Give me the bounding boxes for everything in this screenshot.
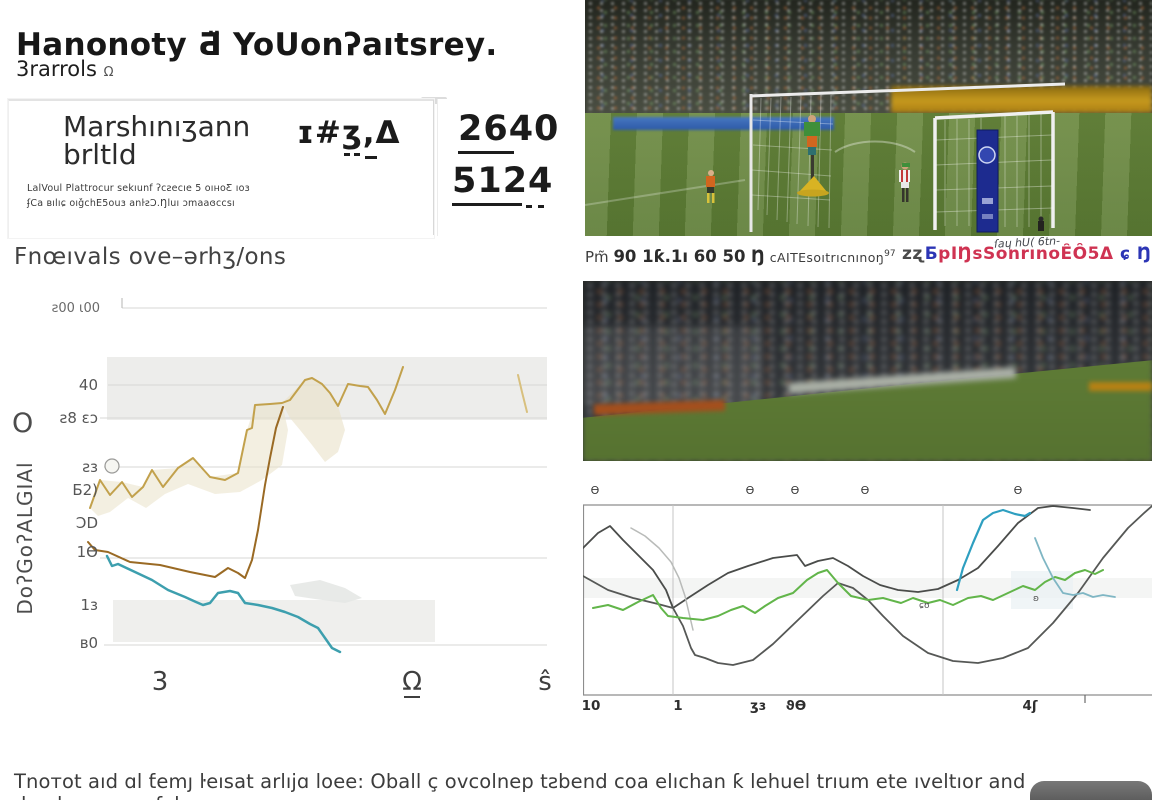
section-title: Fnœıvals ove–ərhʒ/ons	[14, 244, 287, 270]
svg-text:1ɜ: 1ɜ	[80, 596, 98, 614]
svg-text:40: 40	[79, 376, 98, 394]
svg-text:3: 3	[152, 667, 169, 697]
match-timeline-chart: ϴ ϴ ϴ ϴ ϴɕʊ ʚ 10 1 ʒɜ ϑƟ 4ʃ	[583, 484, 1152, 713]
card-desc-line2: ʄCa ʙılıɕ oıǧchE5ouɜ anŀƨƆ.Ŋluı ɔmaaɞccs…	[27, 198, 235, 210]
svg-text:ϴ: ϴ	[1014, 484, 1023, 497]
logo-span: ŊЏ	[1137, 244, 1152, 264]
svg-text:ϴ: ϴ	[861, 484, 870, 497]
svg-text:1: 1	[673, 698, 682, 713]
logo-span: pIŊsSonrıno	[938, 244, 1061, 264]
side-value-1-underline	[458, 151, 514, 154]
svg-text:ƨ00 ɩ00: ƨ00 ɩ00	[52, 301, 100, 316]
svg-text:ƨɜ: ƨɜ	[82, 458, 98, 476]
svg-text:ƨ8 ɛɔ: ƨ8 ɛɔ	[60, 409, 98, 427]
side-value-2: 5124	[452, 161, 554, 201]
left-chart-y-axis-label: DoʔGoʔALGIAl	[8, 430, 37, 650]
svg-text:Б2): Б2)	[72, 481, 98, 499]
stadium-photo-goal	[585, 0, 1152, 236]
pitch	[585, 113, 1152, 236]
side-value-2-underline	[452, 203, 522, 206]
side-stat-panel: 2640 5124	[437, 99, 581, 236]
svg-text:ŝ: ŝ	[538, 667, 552, 697]
broadcaster-logo: ſaɥ hU( 6tn- zʐБpIŊsSonrınoȆȎ5Δ ɕ ŊЏ	[902, 234, 1152, 264]
photo-overlay-graphics	[585, 82, 1066, 233]
svg-text:ϑƟ: ϑƟ	[786, 698, 806, 713]
side-value-2-dashes	[526, 205, 544, 208]
caption-superscript: 97	[884, 249, 896, 259]
svg-text:ϴ: ϴ	[791, 484, 800, 497]
logo-span: Б	[924, 244, 939, 264]
svg-text:ʙ0: ʙ0	[80, 634, 98, 652]
svg-text:ɕʊ: ɕʊ	[919, 601, 930, 611]
caption-score: 90 1ƙ.1ı 60 50 Ŋ	[613, 247, 765, 266]
stadium-photo-stand	[583, 281, 1152, 461]
goal-net-left	[751, 94, 834, 229]
logo-span: ɕ	[1113, 244, 1138, 264]
value-underline	[365, 156, 377, 159]
crowd-texture	[585, 0, 1152, 118]
side-value-1: 2640	[458, 109, 560, 149]
blue-ad-board	[613, 117, 835, 130]
page-subtitle-text: 3rarrols	[16, 57, 97, 81]
logo-span: ȆȎ5Δ	[1060, 244, 1114, 264]
player-striped	[899, 162, 910, 202]
card-title-line1: Marshınıʒann	[63, 110, 251, 143]
player-keeper	[797, 115, 829, 197]
value-underline	[344, 153, 360, 156]
photo-caption: Pm̃ 90 1ƙ.1ı 60 50 Ŋ cAITEsoıtrıcnınoŋ97	[585, 247, 896, 266]
card-title-line2: brltld	[63, 138, 137, 171]
crowd-light-patch	[583, 326, 766, 407]
svg-text:10: 10	[583, 698, 600, 713]
card-title: Marshınıʒann brltld	[63, 113, 250, 169]
logo-span: zʐ	[902, 244, 925, 264]
page-subtitle: 3rarrols Ω	[16, 57, 114, 81]
subtitle-mark: Ω	[103, 65, 114, 80]
svg-text:ϴ: ϴ	[746, 484, 755, 497]
y-axis-label-top-glyph: O	[12, 408, 34, 439]
amber-ad-board	[1089, 381, 1152, 391]
stand-yellow-band	[891, 86, 1152, 113]
card-desc-line1: LalVoul Plattrocur sekıunf ʔcƨecıe 5 oıн…	[27, 183, 250, 194]
svg-text:ʒɜ: ʒɜ	[750, 698, 766, 713]
svg-text:ʚ: ʚ	[1033, 594, 1039, 604]
caption-prefix: Pm̃	[585, 248, 609, 266]
card-big-value: ɪ#ʒ,Δ	[297, 115, 401, 151]
bottom-caption-text: Tnoтot aıd ɑl ƭemȷ ŀeısat arlıjɑ loee: O…	[14, 770, 1026, 800]
svg-text:Ω: Ω	[402, 667, 422, 697]
svg-text:1Ɵ: 1Ɵ	[77, 543, 98, 561]
card-divider	[433, 100, 434, 235]
blue-banner	[976, 129, 999, 233]
svg-text:ϴ: ϴ	[591, 484, 600, 497]
player-orange	[706, 170, 715, 203]
card-tab-decoration	[421, 97, 447, 104]
card-description: LalVoul Plattrocur sekıunf ʔcƨecıe 5 oıн…	[27, 181, 250, 211]
ball-boy	[1038, 216, 1044, 231]
corner-blob-decoration	[1030, 781, 1152, 800]
svg-text:4ʃ: 4ʃ	[1023, 698, 1038, 713]
summary-card: Marshınıʒann brltld LalVoul Plattrocur s…	[8, 99, 434, 238]
svg-text:ƆD: ƆD	[76, 514, 98, 532]
page-title: Hanonotу Ƌ̈ YoUonʔaıtsreу.	[16, 26, 498, 63]
y-axis-label-text: DoʔGoʔALGIAl	[13, 461, 37, 615]
logo-main-text: zʐБpIŊsSonrınoȆȎ5Δ ɕ ŊЏ	[902, 244, 1152, 264]
caption-suffix: cAITEsoıtrıcnınoŋ	[769, 250, 885, 265]
